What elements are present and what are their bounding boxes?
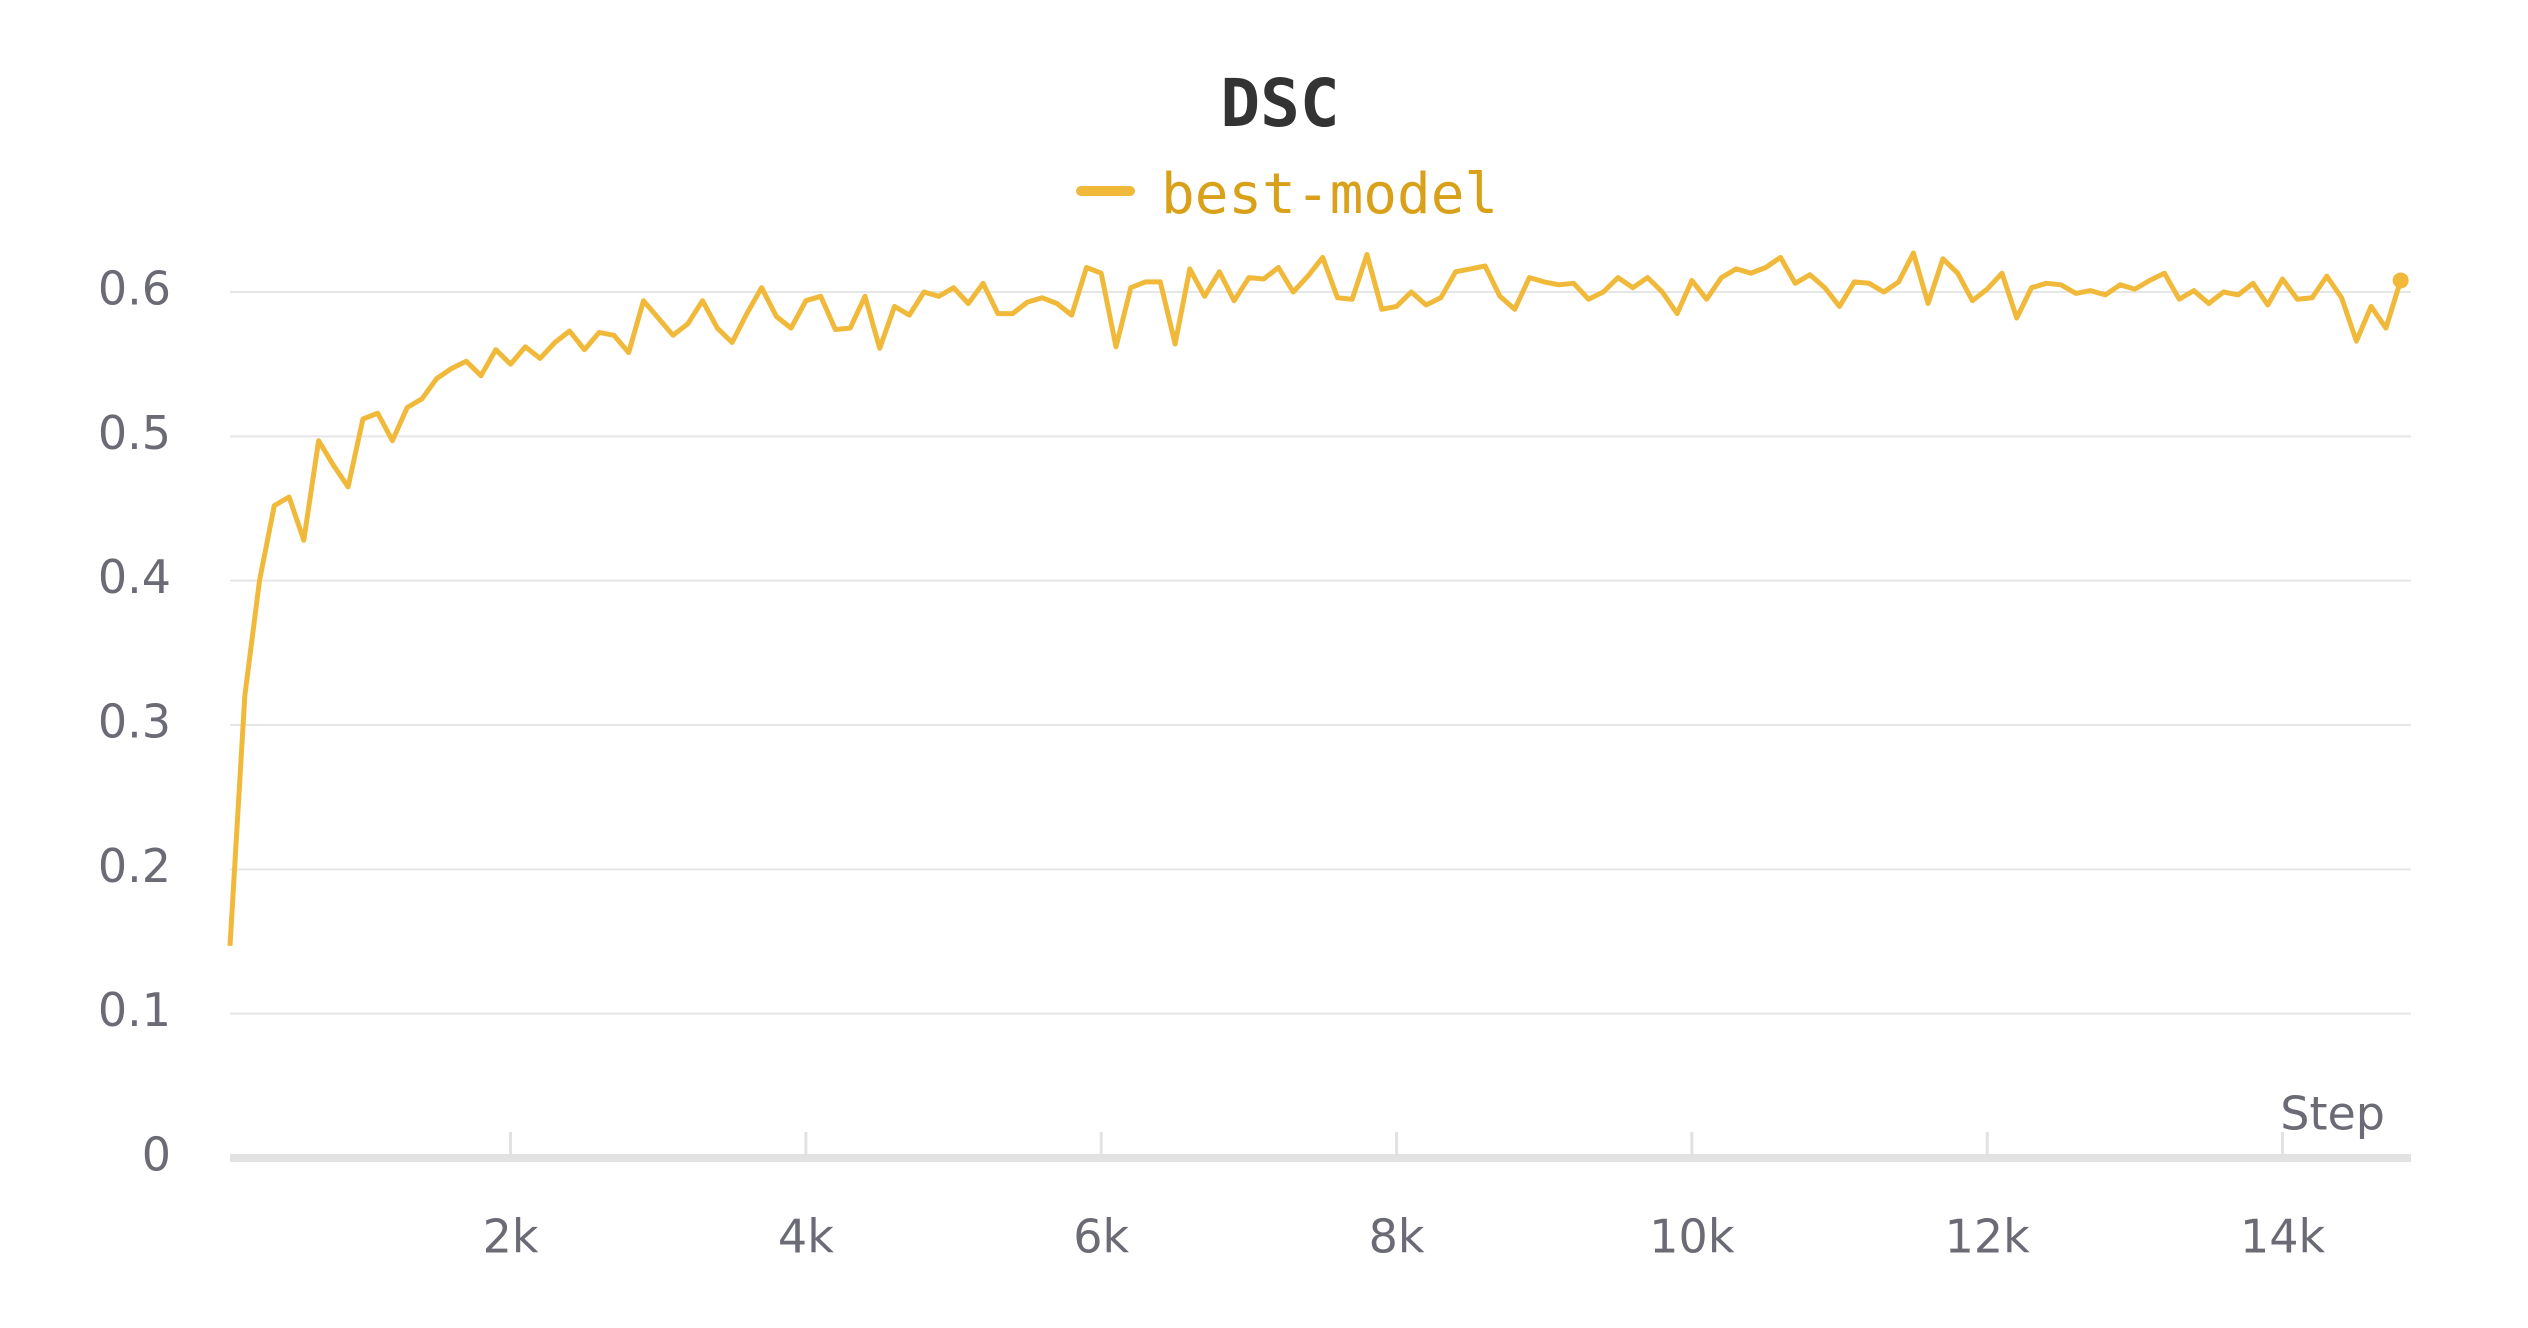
x-tick-label: 2k	[483, 1210, 539, 1264]
end-point	[2392, 272, 2409, 289]
legend-label: best-model	[1161, 162, 1498, 227]
x-tick-label: 8k	[1369, 1210, 1425, 1264]
x-tick-label: 12k	[1945, 1210, 2031, 1264]
y-tick-label: 0.1	[98, 983, 171, 1037]
y-tick-label: 0.6	[98, 262, 171, 316]
line	[227, 250, 2404, 946]
y-tick-label: 0.3	[98, 695, 171, 749]
y-tick-label: 0.4	[98, 550, 171, 604]
y-tick-label: 0.5	[98, 406, 171, 460]
x-axis-label: Step	[2280, 1087, 2385, 1141]
x-tick-label: 14k	[2240, 1210, 2326, 1264]
x-tick-label: 10k	[1649, 1210, 1735, 1264]
x-tick-label: 6k	[1073, 1210, 1129, 1264]
chart-title: DSC	[1220, 65, 1339, 142]
y-tick-label: 0.2	[98, 839, 171, 893]
x-tick-label: 4k	[778, 1210, 834, 1264]
y-tick-label: 0	[142, 1128, 171, 1182]
